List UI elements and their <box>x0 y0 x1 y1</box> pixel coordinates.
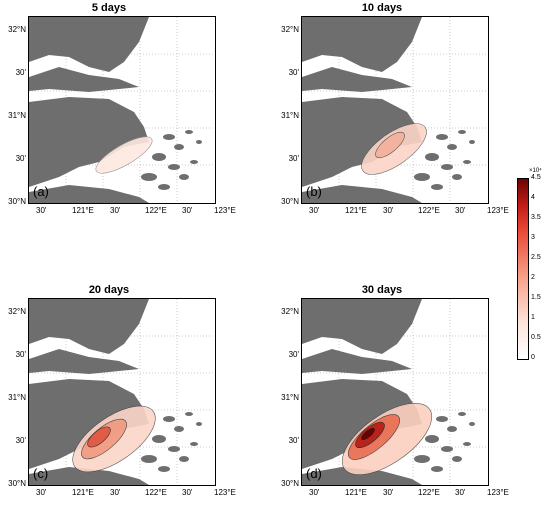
lat-tick-label: 30°N <box>281 479 299 488</box>
colorbar: ×10⁴ 4.5 4 3.5 3 2.5 2 1.5 1 0.5 0 <box>517 168 550 362</box>
lon-tick-label: 30' <box>383 488 394 497</box>
lat-tick-label: 31°N <box>281 393 299 402</box>
colorbar-tick-label: 1 <box>531 314 535 321</box>
lon-tick-label: 30' <box>36 206 47 215</box>
panel-title: 20 days <box>88 284 130 296</box>
lon-tick-label: 122°E <box>418 206 440 215</box>
lon-tick-label: 30' <box>309 206 320 215</box>
land-southwest <box>302 185 422 203</box>
lat-tick-label: 32°N <box>8 25 26 34</box>
lon-tick-label: 30' <box>182 488 193 497</box>
land-southwest <box>29 467 149 485</box>
lon-tick-label: 122°E <box>418 488 440 497</box>
lon-tick-label: 30' <box>110 488 121 497</box>
lat-tick-label: 30' <box>15 350 26 359</box>
colorbar-tick-label: 2.5 <box>531 254 541 261</box>
panel-title: 10 days <box>361 2 403 14</box>
land-south <box>29 379 149 469</box>
land-island <box>302 67 412 92</box>
lat-tick-label: 30' <box>15 436 26 445</box>
lon-tick-label: 30' <box>309 488 320 497</box>
lon-tick-label: 30' <box>455 488 466 497</box>
land-north <box>302 299 422 354</box>
lon-tick-label: 123°E <box>214 206 236 215</box>
land-island <box>29 67 139 92</box>
map-area: (b) <box>301 16 489 204</box>
map-panel-d: 30 days (d) 32°N 30' 31°N 30' 30°N 30' 121°E 30… <box>277 284 509 514</box>
panel-title: 5 days <box>91 2 127 14</box>
lon-tick-label: 122°E <box>145 488 167 497</box>
land-north <box>29 17 149 72</box>
lon-tick-label: 30' <box>110 206 121 215</box>
land-south <box>302 97 422 187</box>
panel-label: (c) <box>33 466 49 481</box>
land-north <box>29 299 149 354</box>
lon-tick-label: 121°E <box>72 206 94 215</box>
colorbar-tick-label: 3 <box>531 234 535 241</box>
map-panel-b: 10 days (b) 32°N 30' 31°N 30' 30°N 30' 121°E 30… <box>277 2 509 232</box>
lon-tick-label: 121°E <box>72 488 94 497</box>
land-north <box>302 17 422 72</box>
colorbar-scale-label: ×10⁴ <box>529 168 542 174</box>
colorbar-tick-label: 3.5 <box>531 214 541 221</box>
lat-tick-label: 32°N <box>281 25 299 34</box>
colorbar-tick-label: 1.5 <box>531 294 541 301</box>
map-panel-a: 5 days (a) 32°N 30' 31°N 30' 30°N 30' 121°E 30'… <box>4 2 236 232</box>
colorbar-tick-label: 4.5 <box>531 174 541 181</box>
lat-tick-label: 30°N <box>8 197 26 206</box>
lon-tick-label: 122°E <box>145 206 167 215</box>
panel-title: 30 days <box>361 284 403 296</box>
land-island <box>302 349 412 374</box>
lon-tick-label: 30' <box>36 488 47 497</box>
lat-tick-label: 30' <box>288 68 299 77</box>
lon-tick-label: 30' <box>182 206 193 215</box>
lat-tick-label: 30°N <box>8 479 26 488</box>
panel-label: (d) <box>306 466 322 481</box>
map-area: (c) <box>28 298 216 486</box>
colorbar-gradient <box>517 178 529 360</box>
lat-tick-label: 30' <box>288 436 299 445</box>
land-south <box>302 379 422 469</box>
lat-tick-label: 30' <box>15 154 26 163</box>
lon-tick-label: 123°E <box>487 206 509 215</box>
lat-tick-label: 32°N <box>281 307 299 316</box>
colorbar-tick-label: 2 <box>531 274 535 281</box>
lon-tick-label: 121°E <box>345 488 367 497</box>
lon-tick-label: 123°E <box>487 488 509 497</box>
lon-tick-label: 30' <box>455 206 466 215</box>
lat-tick-label: 30' <box>288 154 299 163</box>
colorbar-tick-label: 4 <box>531 194 535 201</box>
land-south <box>29 97 149 187</box>
lat-tick-label: 30°N <box>281 197 299 206</box>
panel-label: (a) <box>33 184 49 199</box>
lat-tick-label: 30' <box>288 350 299 359</box>
colorbar-tick-label: 0 <box>531 354 535 361</box>
lon-tick-label: 121°E <box>345 206 367 215</box>
lat-tick-label: 31°N <box>281 111 299 120</box>
land-southwest <box>302 467 422 485</box>
map-area: (a) <box>28 16 216 204</box>
colorbar-tick-label: 0.5 <box>531 334 541 341</box>
panel-label: (b) <box>306 184 322 199</box>
map-area: (d) <box>301 298 489 486</box>
lat-tick-label: 31°N <box>8 111 26 120</box>
lat-tick-label: 32°N <box>8 307 26 316</box>
map-panel-c: 20 days (c) 32°N 30' 31°N 30' 30°N 30' 121°E 30… <box>4 284 236 514</box>
land-southwest <box>29 185 149 203</box>
land-island <box>29 349 139 374</box>
lat-tick-label: 31°N <box>8 393 26 402</box>
lat-tick-label: 30' <box>15 68 26 77</box>
lon-tick-label: 30' <box>383 206 394 215</box>
lon-tick-label: 123°E <box>214 488 236 497</box>
